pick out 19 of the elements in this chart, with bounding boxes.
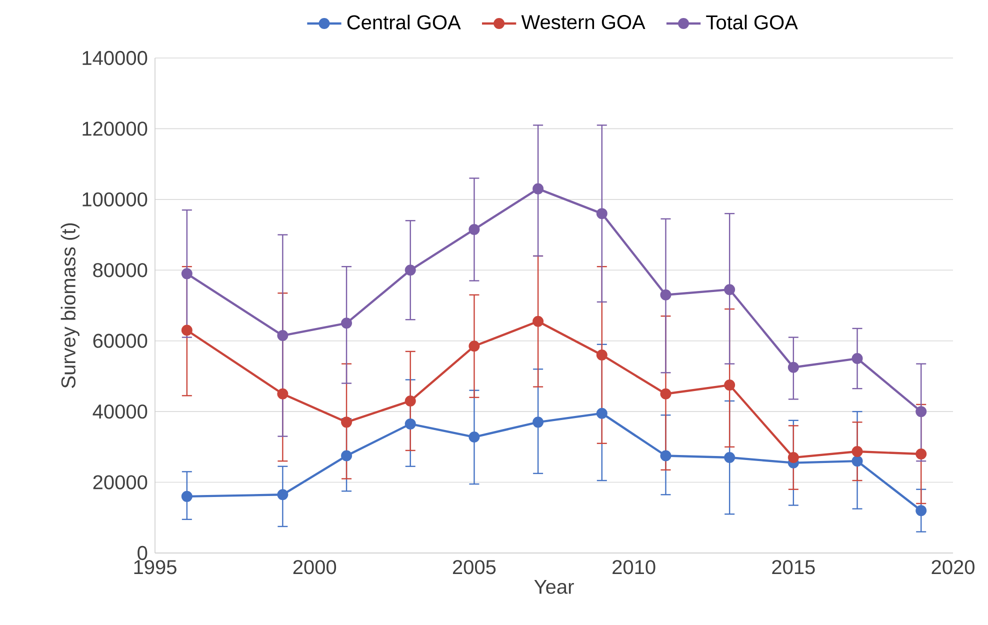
x-tick-label: 2000 (293, 560, 336, 574)
x-tick-label: 1995 (134, 560, 176, 574)
y-tick-label: 0 (138, 546, 148, 560)
x-tick-label: 2020 (932, 560, 974, 574)
y-tick-label: 140000 (82, 50, 148, 66)
y-tick-label: 120000 (82, 122, 148, 136)
legend-label: Western GOA (521, 15, 646, 30)
legend-label: Total GOA (706, 14, 798, 30)
y-tick-label: 80000 (93, 263, 148, 278)
legend-label: Central GOA (347, 14, 461, 30)
x-tick-label: 2015 (772, 560, 815, 574)
x-axis-title: Year (534, 580, 574, 594)
x-tick-label: 2010 (612, 560, 656, 574)
x-tick-label: 2005 (452, 560, 496, 574)
y-tick-label: 100000 (82, 192, 148, 206)
y-axis-title: Survey biomass (t) (60, 223, 80, 388)
y-tick-label: 20000 (93, 475, 148, 490)
y-tick-label: 40000 (92, 404, 148, 419)
y-tick-label: 60000 (93, 334, 148, 348)
